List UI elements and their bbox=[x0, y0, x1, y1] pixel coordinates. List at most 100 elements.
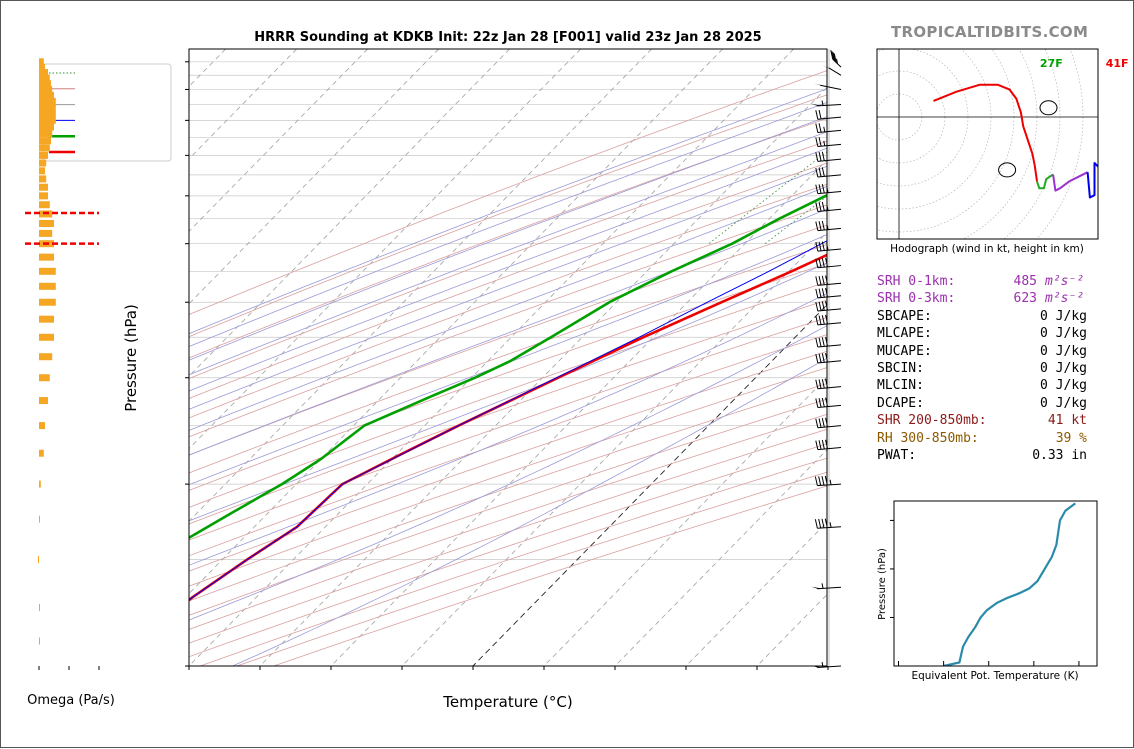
stat-label: PWAT: bbox=[877, 447, 916, 464]
barb-flag bbox=[816, 419, 818, 428]
stat-label: SRH 0-3km: bbox=[877, 290, 955, 307]
stat-value: 0 J/kg bbox=[1040, 308, 1087, 325]
wind-barb bbox=[816, 202, 841, 212]
barb-half-flag bbox=[830, 522, 831, 527]
omega-bar bbox=[39, 104, 56, 111]
isotherm-line bbox=[1, 49, 13, 666]
mixing-ratio-line bbox=[913, 49, 1134, 244]
barb-flag bbox=[819, 519, 821, 528]
stat-label: MLCIN: bbox=[877, 377, 924, 394]
stat-value: 0 J/kg bbox=[1040, 360, 1087, 377]
barb-flag bbox=[819, 418, 821, 427]
wind-barb bbox=[823, 66, 841, 75]
stat-label: MLCAPE: bbox=[877, 325, 932, 342]
barb-flag bbox=[816, 222, 818, 231]
omega-bar bbox=[39, 422, 45, 429]
stat-label: SHR 200-850mb: bbox=[877, 412, 987, 429]
mixing-ratio-line bbox=[960, 49, 1134, 244]
omega-bar bbox=[39, 374, 50, 381]
legend-box bbox=[43, 64, 171, 161]
mixing-ratio-line bbox=[826, 49, 1087, 244]
omega-bar bbox=[39, 254, 54, 261]
hodograph-caption: Hodograph (wind in kt, height in km) bbox=[890, 243, 1084, 255]
stat-row: SBCIN:0 J/kg bbox=[877, 360, 1107, 377]
omega-bar bbox=[39, 160, 46, 167]
stat-row: RH 300-850mb: 39 % bbox=[877, 430, 1107, 447]
stat-label: MUCAPE: bbox=[877, 343, 932, 360]
wind-barb bbox=[816, 242, 841, 252]
omega-bar bbox=[39, 92, 54, 99]
x-axis-label: Temperature (°C) bbox=[442, 693, 572, 711]
barb-half-flag bbox=[830, 480, 831, 485]
barb-flag bbox=[822, 152, 824, 161]
stat-value: 39 % bbox=[1056, 430, 1087, 447]
omega-bar bbox=[39, 230, 52, 237]
wind-barb bbox=[816, 353, 841, 363]
theta-e-x-label: Equivalent Pot. Temperature (K) bbox=[911, 670, 1078, 682]
theta-e-y-label: Pressure (hPa) bbox=[877, 548, 888, 620]
legend bbox=[43, 64, 171, 161]
stat-label: SRH 0-1km: bbox=[877, 273, 955, 290]
mixing-ratio-line bbox=[984, 49, 1134, 244]
wind-barb bbox=[816, 184, 841, 194]
barb-flag bbox=[816, 380, 818, 389]
theta-e-ticks bbox=[890, 520, 1079, 666]
stat-unit: m²s⁻² bbox=[1045, 290, 1084, 307]
barb-flag bbox=[816, 276, 818, 285]
stat-label: DCAPE: bbox=[877, 395, 924, 412]
omega-bar bbox=[39, 316, 54, 323]
barb-flag bbox=[822, 258, 824, 267]
hodograph: Hodograph (wind in kt, height in km) bbox=[715, 1, 1101, 301]
barb-flag bbox=[822, 398, 824, 407]
omega-bar bbox=[39, 184, 48, 191]
theta-e-line bbox=[944, 503, 1076, 666]
barb-flag bbox=[816, 124, 818, 133]
stat-row: MUCAPE:0 J/kg bbox=[877, 343, 1107, 360]
omega-bar bbox=[39, 123, 54, 130]
omega-bar bbox=[39, 283, 56, 290]
barb-flag bbox=[819, 137, 821, 146]
hodograph-trace bbox=[934, 85, 1038, 182]
omega-bar bbox=[39, 299, 56, 306]
barb-pennant bbox=[811, 587, 821, 589]
wind-barb bbox=[816, 123, 841, 132]
omega-bar bbox=[39, 397, 48, 404]
barb-flag bbox=[815, 519, 817, 528]
omega-bar bbox=[39, 220, 54, 227]
stat-value: 485 bbox=[1014, 273, 1037, 290]
y-axis-label: Pressure (hPa) bbox=[122, 304, 140, 412]
hodograph-trace bbox=[1037, 175, 1053, 189]
hodograph-plot bbox=[715, 1, 1101, 301]
omega-bar bbox=[39, 167, 45, 174]
stat-row: DCAPE:0 J/kg bbox=[877, 395, 1107, 412]
omega-bar bbox=[39, 516, 40, 523]
barb-flag bbox=[819, 110, 821, 119]
omega-bar bbox=[39, 192, 48, 199]
hodograph-trace bbox=[1053, 172, 1088, 190]
theta-e-frame bbox=[894, 501, 1097, 666]
barb-flag bbox=[822, 379, 824, 388]
omega-bar bbox=[39, 481, 41, 488]
isotherm-line bbox=[118, 49, 723, 666]
omega-bar bbox=[39, 334, 54, 341]
wind-barb bbox=[816, 288, 841, 298]
stat-row: PWAT:0.33 in bbox=[877, 447, 1107, 464]
hodograph-trace bbox=[1088, 163, 1102, 198]
barb-flag bbox=[816, 168, 818, 177]
omega-bar bbox=[39, 450, 44, 457]
barb-flag bbox=[822, 315, 824, 324]
mixing-ratio-line bbox=[939, 49, 1134, 244]
barb-flag bbox=[819, 398, 821, 407]
barb-flag bbox=[822, 337, 824, 346]
wind-barb bbox=[831, 50, 841, 67]
stat-label: RH 300-850mb: bbox=[877, 430, 979, 447]
isotherm-line bbox=[331, 49, 936, 666]
isotherm-line bbox=[189, 49, 794, 666]
barb-flag bbox=[816, 185, 818, 194]
omega-bar bbox=[38, 556, 39, 563]
mixing-ratio-line bbox=[1027, 49, 1134, 244]
omega-bar bbox=[39, 637, 40, 644]
